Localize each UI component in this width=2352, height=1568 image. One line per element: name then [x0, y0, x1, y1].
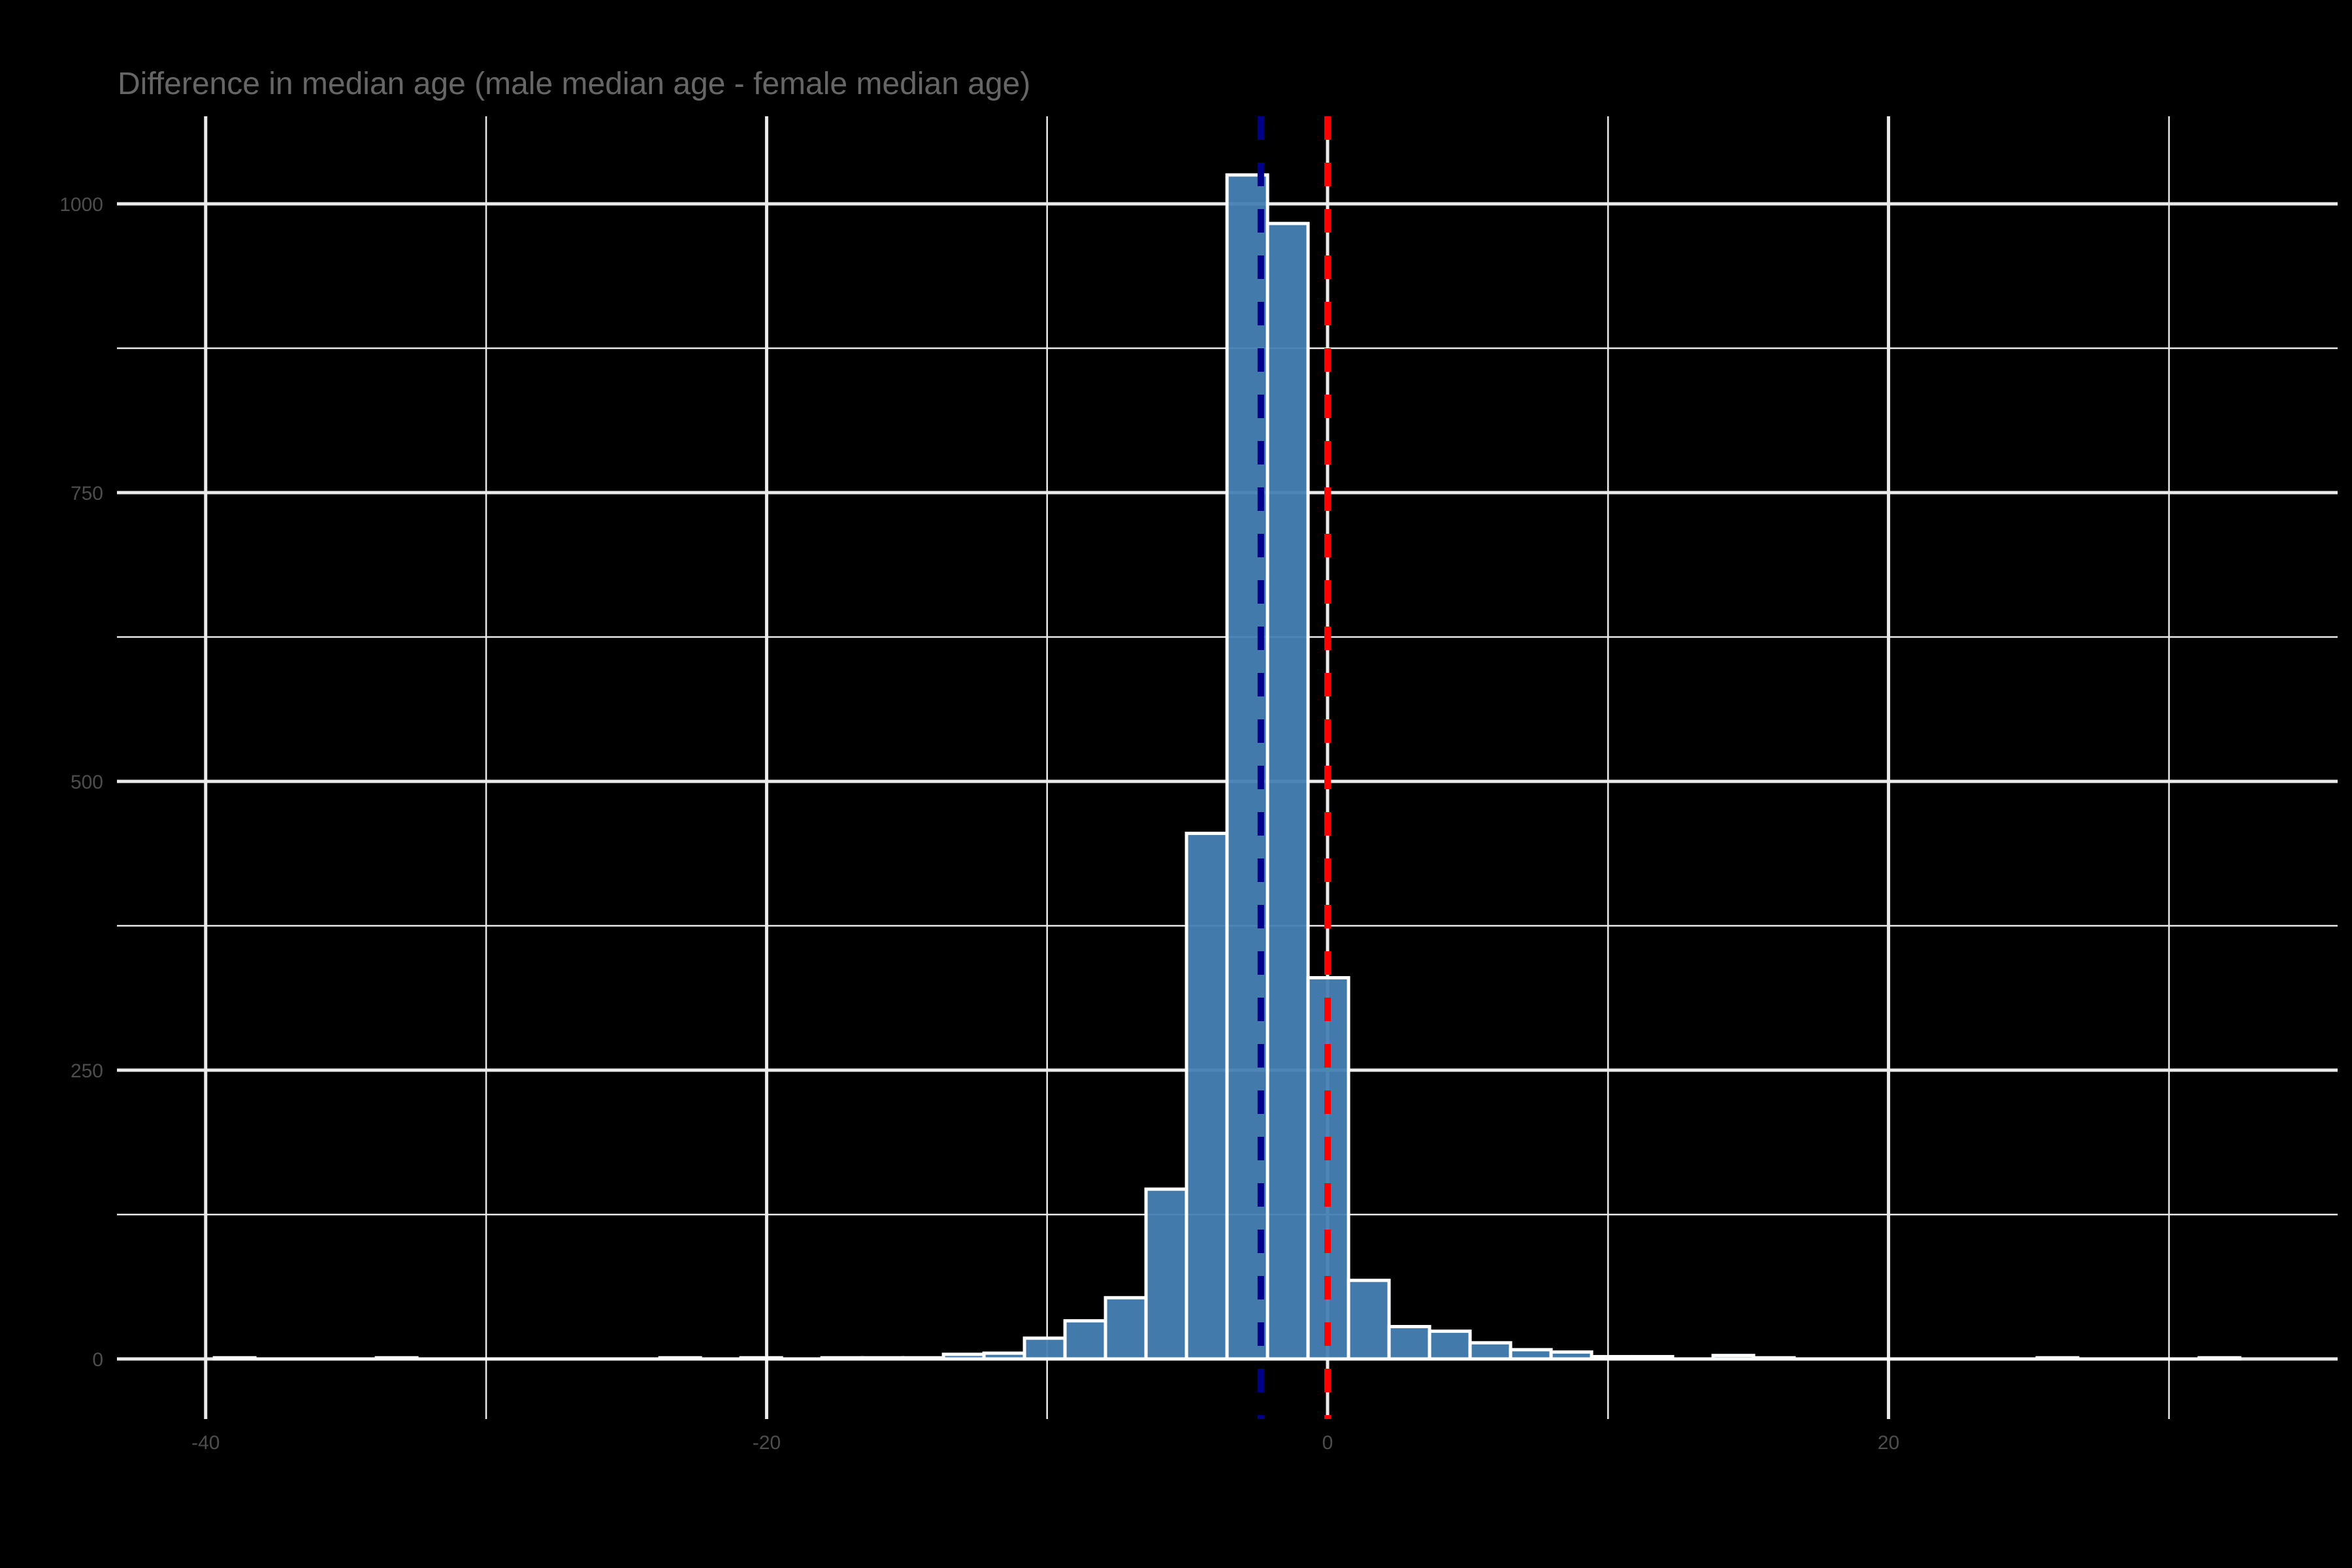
histogram-bar [2197, 1356, 2242, 1361]
histogram-bar [1711, 1354, 1756, 1361]
histogram-bar [1306, 976, 1350, 1361]
chart-title: Difference in median age (male median ag… [118, 67, 1030, 101]
histogram-bar [1387, 1324, 1431, 1361]
histogram-bar [1549, 1350, 1593, 1361]
histogram-bar [1347, 1279, 1391, 1361]
histogram-bar [1266, 221, 1310, 1361]
reference-lines [1257, 116, 1331, 1419]
y-tick-label: 1000 [59, 194, 103, 216]
y-axis-tick-labels: 0 250 500 750 1000 [59, 194, 103, 1371]
x-tick-label: -20 [753, 1432, 781, 1454]
histogram-bar [212, 1356, 257, 1361]
histogram-bar [941, 1352, 986, 1361]
y-tick-label: 750 [71, 483, 103, 504]
histogram-bar [1428, 1330, 1472, 1361]
histogram-bar [374, 1356, 419, 1361]
histogram-bar [860, 1356, 905, 1361]
histogram-bar [1103, 1296, 1148, 1361]
histogram-bar [1063, 1319, 1107, 1361]
histogram-bars [212, 173, 2242, 1361]
histogram-bar [1184, 832, 1229, 1361]
histogram-bar [739, 1356, 783, 1361]
y-tick-label: 0 [92, 1349, 103, 1371]
histogram-bar [1509, 1348, 1553, 1361]
histogram-bar [1752, 1356, 1796, 1361]
histogram-bar [982, 1351, 1026, 1361]
histogram-bar [658, 1356, 702, 1361]
histogram-bar [1468, 1341, 1512, 1361]
x-tick-label: 0 [1322, 1432, 1333, 1454]
histogram-bar [820, 1356, 864, 1361]
x-tick-label: -40 [191, 1432, 220, 1454]
histogram-bar [901, 1356, 945, 1361]
histogram-bar [1144, 1187, 1188, 1361]
histogram-bar [1590, 1354, 1634, 1361]
y-tick-label: 500 [71, 772, 103, 793]
histogram-bar [2035, 1356, 2080, 1361]
y-tick-label: 250 [71, 1060, 103, 1082]
x-tick-label: 20 [1878, 1432, 1899, 1454]
x-axis-tick-labels: -40 -20 0 20 [191, 1432, 1899, 1454]
histogram-bar [1022, 1336, 1067, 1361]
histogram-bar [1630, 1354, 1674, 1361]
